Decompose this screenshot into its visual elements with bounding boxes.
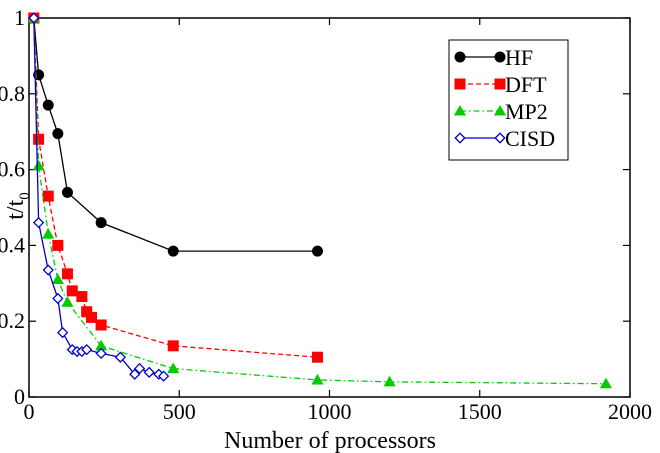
data-point bbox=[52, 292, 64, 305]
data-point bbox=[42, 264, 54, 276]
data-point bbox=[42, 190, 54, 202]
y-tick-label: 0.2 bbox=[0, 308, 25, 333]
legend-label: HF bbox=[505, 45, 533, 70]
legend-item: MP2 bbox=[453, 99, 548, 124]
data-point bbox=[52, 128, 64, 140]
data-point bbox=[167, 245, 179, 257]
x-tick-label: 500 bbox=[163, 399, 196, 424]
data-point bbox=[167, 340, 179, 352]
series-layer bbox=[27, 11, 613, 389]
legend-box bbox=[448, 39, 569, 161]
series-dft bbox=[28, 12, 323, 363]
series-line bbox=[33, 17, 606, 385]
data-point bbox=[493, 104, 507, 116]
data-point bbox=[129, 368, 141, 380]
x-tick-label: 2000 bbox=[608, 399, 652, 424]
y-tick-label: 0 bbox=[14, 384, 25, 409]
x-tick-label: 1000 bbox=[308, 399, 352, 424]
data-point bbox=[494, 132, 506, 144]
data-point bbox=[454, 51, 466, 63]
data-point bbox=[61, 268, 73, 280]
data-point bbox=[133, 362, 146, 375]
data-point bbox=[143, 366, 155, 379]
data-point bbox=[42, 227, 55, 239]
data-point bbox=[95, 319, 107, 331]
data-point bbox=[114, 351, 126, 363]
x-axis-title: Number of processors bbox=[224, 428, 436, 453]
series-mp2 bbox=[27, 11, 613, 389]
y-tick-label: 0.8 bbox=[0, 81, 25, 106]
data-point bbox=[383, 375, 396, 387]
data-point bbox=[81, 343, 93, 356]
legend-item: CISD bbox=[454, 126, 555, 151]
data-point bbox=[61, 186, 73, 198]
data-point bbox=[95, 339, 108, 351]
x-tick-label: 0 bbox=[24, 399, 35, 424]
y-axis-title-subscript: 0 bbox=[17, 192, 33, 200]
data-point bbox=[311, 351, 323, 363]
data-point bbox=[52, 239, 64, 251]
data-point bbox=[81, 306, 93, 318]
data-point bbox=[494, 51, 506, 63]
series-line bbox=[33, 17, 318, 358]
x-tick-label: 1500 bbox=[458, 399, 502, 424]
data-point bbox=[599, 377, 613, 389]
data-point bbox=[95, 217, 107, 229]
data-point bbox=[51, 273, 64, 285]
legend-item: HF bbox=[454, 45, 533, 70]
data-point bbox=[33, 133, 45, 145]
series-hf bbox=[28, 12, 323, 257]
data-point bbox=[66, 285, 78, 297]
data-point bbox=[42, 99, 54, 111]
data-point bbox=[32, 217, 45, 229]
data-point bbox=[28, 12, 40, 24]
legend-item: DFT bbox=[454, 72, 547, 97]
data-point bbox=[86, 311, 98, 323]
data-point bbox=[157, 370, 170, 382]
data-point bbox=[454, 78, 466, 90]
legend-label: MP2 bbox=[505, 99, 548, 124]
y-tick-label: 1 bbox=[14, 5, 25, 30]
series-line bbox=[33, 17, 318, 252]
y-tick-label: 0.4 bbox=[0, 232, 25, 257]
data-point bbox=[167, 362, 180, 374]
legend-label: CISD bbox=[505, 126, 555, 151]
legend-label: DFT bbox=[505, 72, 547, 97]
data-point bbox=[95, 347, 107, 360]
data-point bbox=[61, 296, 74, 307]
axis-ticks: 0 500 1000 1500 2000 0 0.2 0.4 0.6 0.8 1 bbox=[0, 5, 652, 424]
data-point bbox=[453, 104, 467, 116]
series-cisd bbox=[28, 12, 170, 382]
y-axis-title: t/t0 bbox=[3, 192, 33, 220]
data-point bbox=[32, 159, 45, 171]
data-point bbox=[454, 132, 466, 144]
data-point bbox=[76, 291, 88, 303]
y-tick-label: 0.6 bbox=[0, 157, 25, 182]
data-point bbox=[57, 326, 69, 339]
data-point bbox=[494, 78, 506, 90]
data-point bbox=[311, 373, 324, 385]
data-point bbox=[311, 245, 323, 257]
